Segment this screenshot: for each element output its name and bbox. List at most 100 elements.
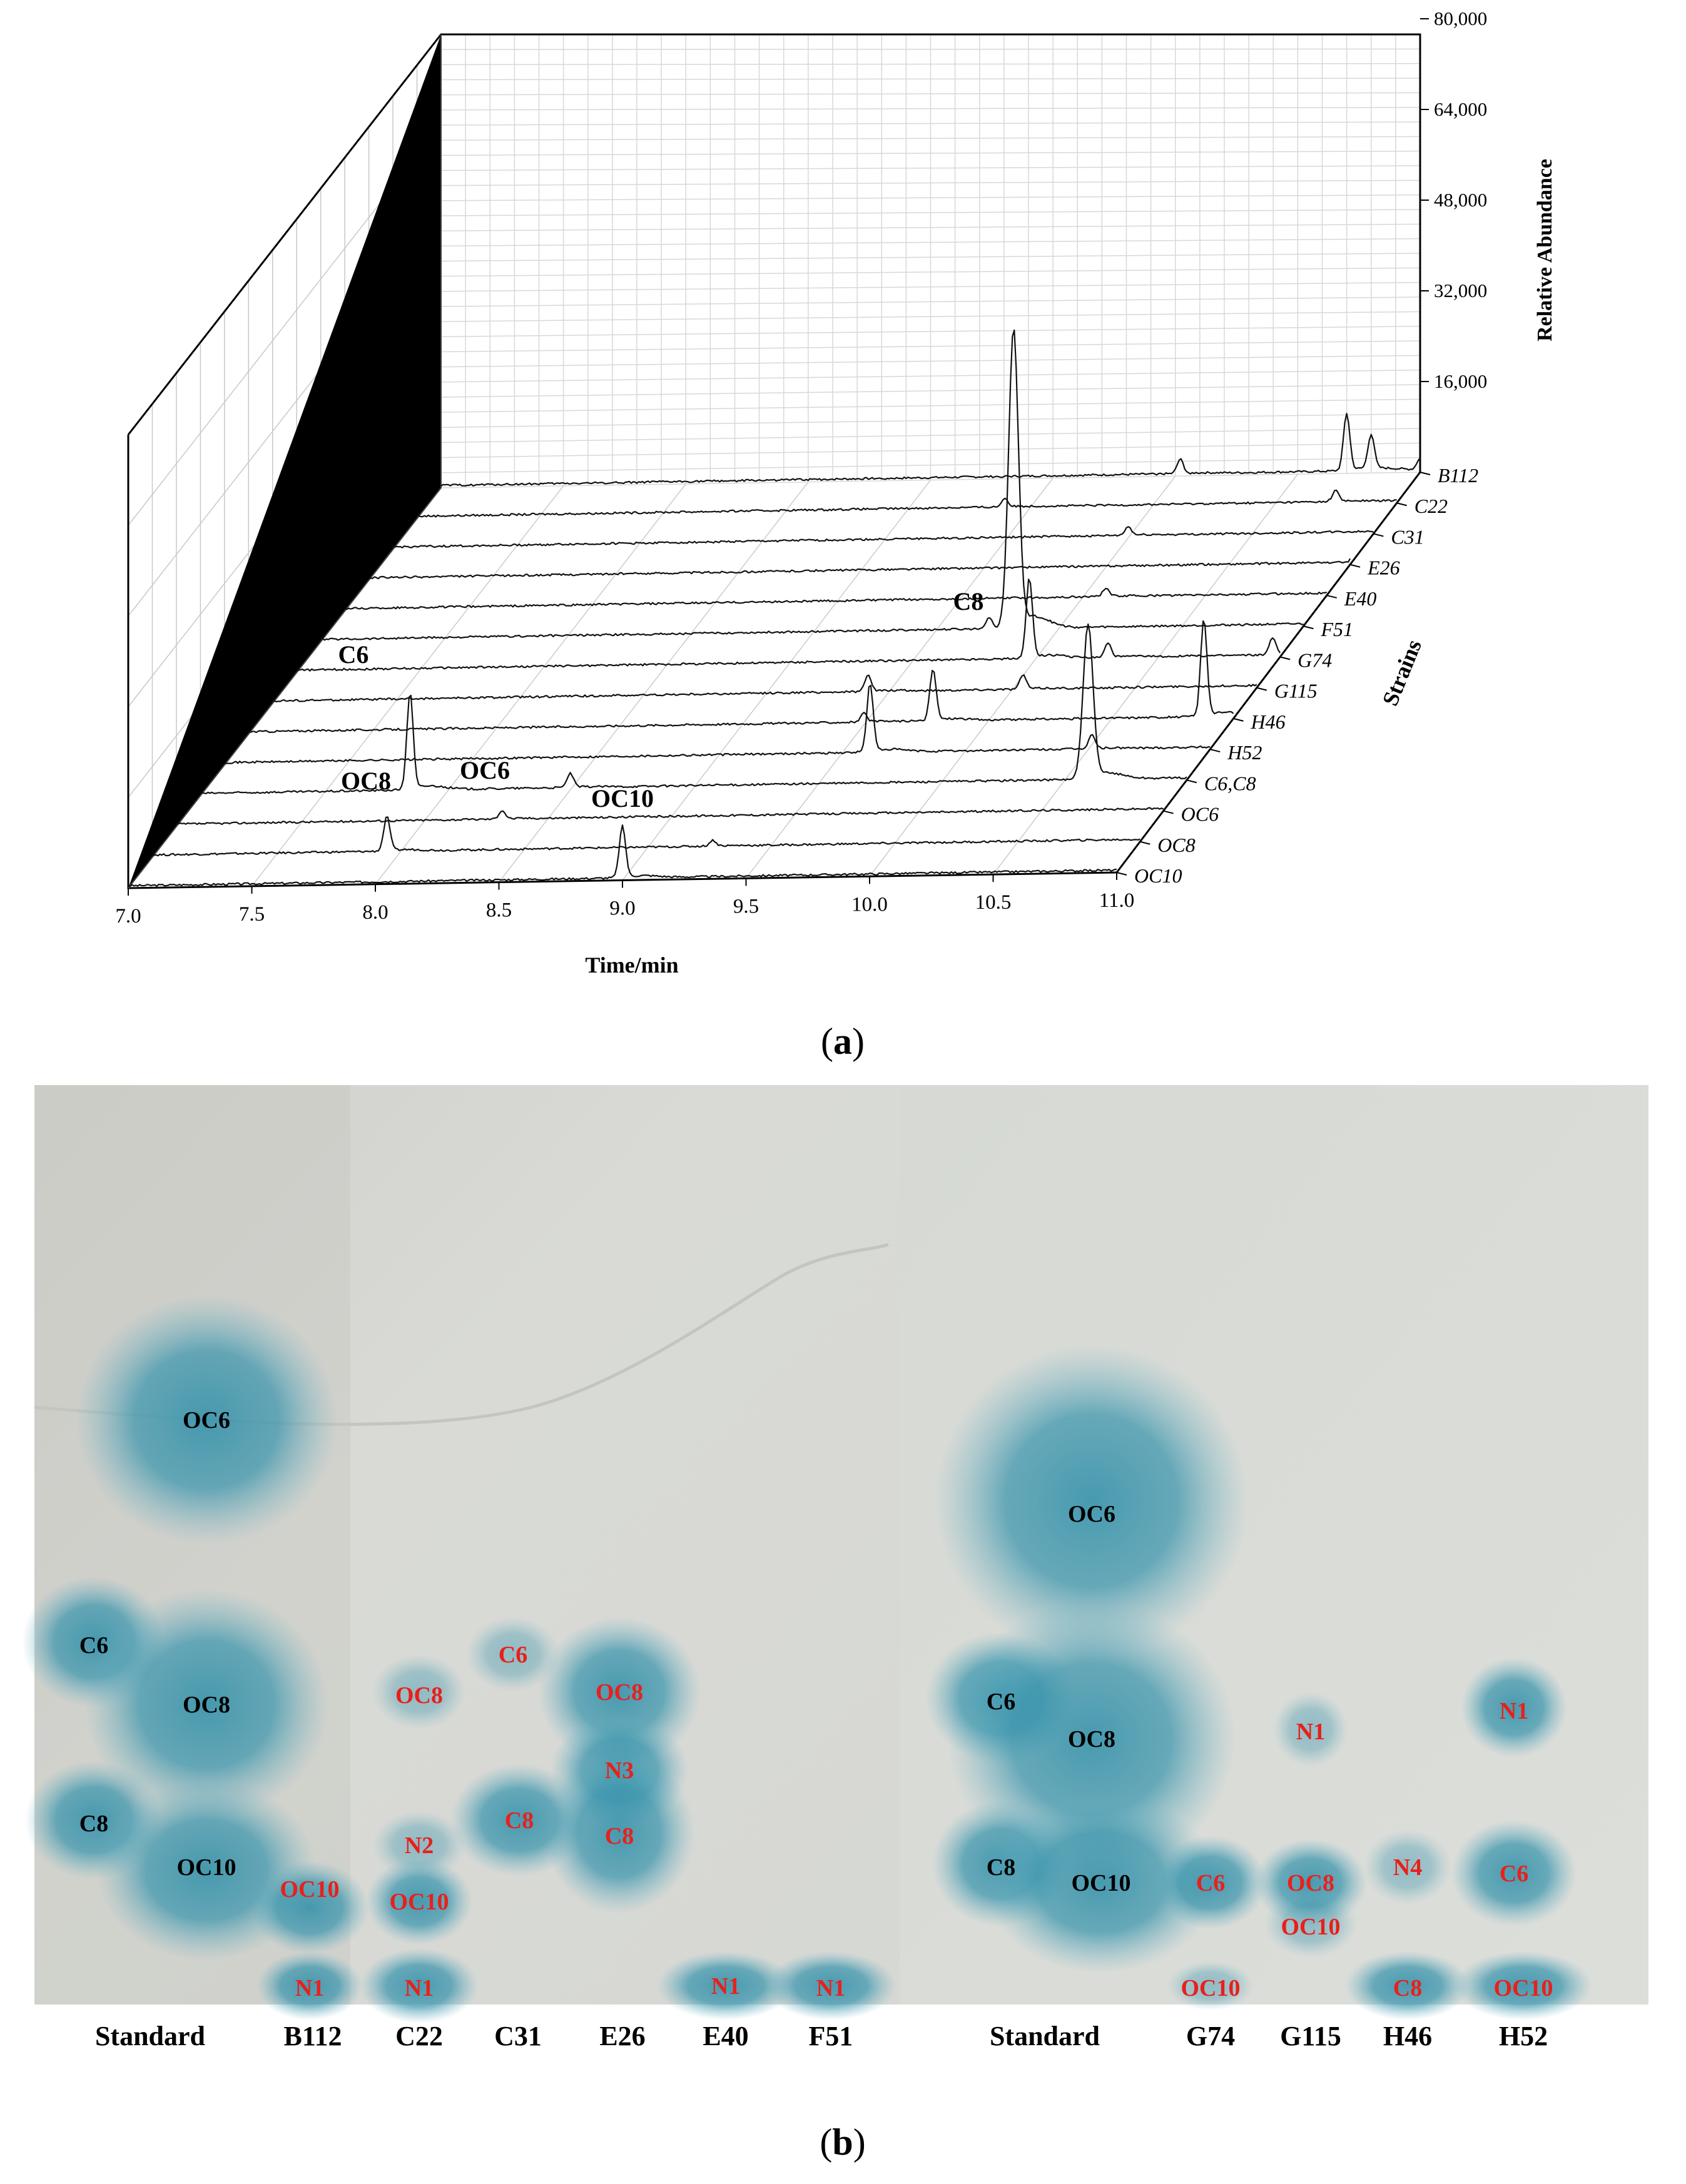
tlc-spot	[1345, 1951, 1470, 2020]
tlc-spot-label: N1	[816, 1975, 845, 2001]
frame-right-floor	[1115, 472, 1421, 873]
strain-tick-mark	[1163, 810, 1174, 814]
y-tick-label: 64,000	[1434, 98, 1487, 120]
tlc-spot	[1461, 1657, 1567, 1757]
tlc-lane-label: G74	[1186, 2021, 1235, 2051]
y-axis-ticks: 16,000 32,000 48,000 64,000 80,000	[1420, 8, 1487, 392]
grid-line	[440, 428, 1421, 443]
grid-line	[440, 384, 1421, 398]
tlc-lane-label: G115	[1280, 2021, 1341, 2051]
tlc-spot	[985, 1792, 1217, 1973]
grid-line	[251, 485, 564, 887]
frame-back-left	[128, 34, 442, 889]
tlc-spot-label: OC10	[280, 1876, 340, 1903]
tlc-spot-label: C8	[505, 1807, 534, 1834]
tlc-spot-label: N2	[405, 1833, 434, 1859]
peak-annotation: OC10	[591, 784, 654, 812]
tlc-spot-label: N1	[711, 1973, 740, 1999]
tlc-spot	[466, 1617, 560, 1692]
series-line-f51	[320, 329, 1304, 641]
grid-line	[440, 355, 1421, 368]
series-line-oc6	[176, 807, 1164, 826]
tlc-spot-label: OC6	[183, 1407, 230, 1433]
tlc-spot-label: C6	[1500, 1861, 1528, 1887]
x-tick-label: 9.5	[733, 895, 759, 918]
strain-tick-mark	[1186, 779, 1197, 784]
tlc-spots	[22, 1295, 1592, 2023]
tlc-spot-label: N1	[1500, 1698, 1528, 1724]
tlc-spot	[1451, 1820, 1577, 1926]
tlc-spot-label: N3	[605, 1757, 634, 1784]
x-axis-ticks: 7.0 7.5 8.0 8.5 9.0 9.5 10.0 10.5 11.0	[115, 872, 1134, 928]
series-line-e40	[344, 587, 1328, 610]
y-tick-label: 32,000	[1434, 280, 1487, 301]
tlc-spot	[1264, 1889, 1358, 1958]
series-line-e26	[368, 558, 1351, 580]
series-line-c31	[392, 526, 1374, 549]
tlc-spot-label: OC10	[1181, 1975, 1241, 2001]
tlc-spot	[765, 1951, 896, 2020]
tlc-lane-label: H52	[1499, 2021, 1548, 2051]
strain-tick-mark	[1116, 872, 1127, 876]
tlc-spot-label: C6	[987, 1689, 1015, 1715]
tlc-spot-label: OC10	[177, 1854, 236, 1881]
chromatogram-panel: 7.0 7.5 8.0 8.5 9.0 9.5 10.0 10.5 11.0 16,000 32,…	[115, 8, 1557, 1062]
tlc-spot	[1167, 1961, 1254, 2011]
series-line-c6-c8	[200, 623, 1187, 794]
strain-tick-mark	[1140, 841, 1150, 845]
y-tick-label: 48,000	[1434, 189, 1487, 211]
tlc-lane-label: E40	[703, 2021, 748, 2051]
grid-line	[498, 482, 809, 883]
tlc-spot-label: OC8	[183, 1692, 230, 1718]
strain-tick-label: G115	[1274, 680, 1318, 702]
grid-line	[375, 483, 686, 885]
strain-tick-label: OC10	[1134, 864, 1182, 887]
tlc-spot-labels: OC6 C6 OC8 C8 OC10 OC10 N1 OC8 N2 OC10 N1 C6 C8 OC8 N3…	[79, 1407, 1553, 2001]
tlc-spot-label: C8	[79, 1811, 108, 1837]
x-tick-label: 8.0	[362, 901, 388, 924]
tlc-spot	[366, 1858, 472, 1945]
grid-line	[440, 296, 1421, 307]
strain-tick-label: C22	[1414, 495, 1448, 517]
chart-traces	[128, 329, 1421, 887]
grid-line	[440, 194, 1421, 201]
grid-line	[440, 253, 1421, 262]
strain-tick-label: OC6	[1181, 803, 1219, 826]
grid-line	[440, 150, 1421, 156]
grid-line	[440, 281, 1421, 292]
tlc-spot-label: N1	[1296, 1719, 1325, 1745]
tlc-lane-labels: Standard B112 C22 C31 E26 E40 F51 Standard G74 G1…	[95, 2021, 1548, 2051]
tlc-spot	[1455, 1951, 1592, 2020]
tlc-spot-label: OC8	[1068, 1726, 1115, 1752]
tlc-spot-label: N4	[1393, 1854, 1422, 1881]
x-tick-label: 9.0	[609, 897, 635, 920]
x-tick-label: 7.5	[239, 903, 265, 926]
grid-line	[440, 398, 1421, 413]
grid-line	[440, 413, 1421, 428]
tlc-spot	[75, 1295, 338, 1545]
tlc-lane-label: E26	[599, 2021, 645, 2051]
peak-annotation: C8	[953, 587, 984, 615]
tlc-lane-label: H46	[1383, 2021, 1432, 2051]
strain-tick-label: H46	[1251, 710, 1286, 733]
grid-line	[440, 179, 1421, 186]
tlc-spot-label: C8	[605, 1823, 634, 1849]
strain-tick-mark	[1233, 717, 1244, 722]
tlc-spot	[1154, 1836, 1267, 1929]
tlc-lane-label: C31	[494, 2021, 542, 2051]
strain-tick-mark	[1373, 533, 1384, 537]
tlc-spot-label: OC6	[1068, 1501, 1115, 1527]
strain-tick-label: E40	[1344, 587, 1377, 610]
series-line-oc10	[128, 824, 1117, 887]
grid-line	[440, 106, 1421, 111]
y-axis-label: Relative Abundance	[1533, 159, 1557, 341]
tlc-panel: OC6 C6 OC8 C8 OC10 OC10 N1 OC8 N2 OC10 N1 C6 C8 OC8 N3…	[22, 1085, 1648, 2163]
strain-tick-mark	[1279, 656, 1291, 660]
tlc-spot	[1364, 1829, 1451, 1904]
grid-line	[440, 311, 1421, 322]
grid-line	[440, 325, 1421, 338]
tlc-lane-label: Standard	[990, 2021, 1100, 2051]
tlc-spot-label: N1	[405, 1975, 434, 2001]
peak-annotation: OC8	[341, 767, 391, 795]
